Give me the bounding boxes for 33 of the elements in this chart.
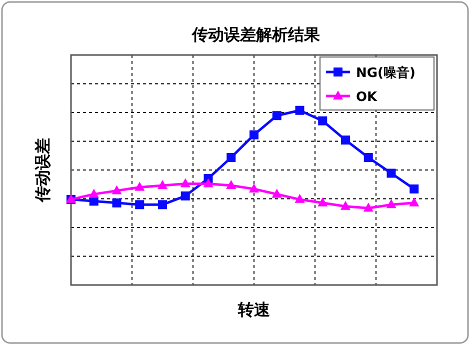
point [318,116,328,126]
legend-label: OK [356,90,378,105]
point [88,188,99,198]
point [158,180,168,189]
point [135,200,144,210]
y-axis-title: 传动误差 [33,138,52,203]
point [272,111,282,120]
point [294,194,305,203]
point [203,178,214,188]
point [364,153,373,162]
point [295,106,304,115]
point [180,178,190,188]
point [363,202,374,212]
point [341,136,350,145]
point [386,199,396,208]
legend-label: NG(噪音) [356,65,416,81]
x-axis-title: 转速 [237,300,271,319]
point [340,200,350,210]
point [226,153,236,162]
point [112,198,122,208]
point [180,191,190,200]
point [272,188,282,198]
point [112,185,122,194]
point [410,184,419,194]
point [134,182,145,191]
point [249,183,259,192]
point [409,197,420,206]
point [226,180,236,189]
point [158,200,167,210]
point [386,168,396,178]
point [318,197,328,206]
point [250,130,258,140]
chart-title: 传动误差解析结果 [191,25,321,44]
